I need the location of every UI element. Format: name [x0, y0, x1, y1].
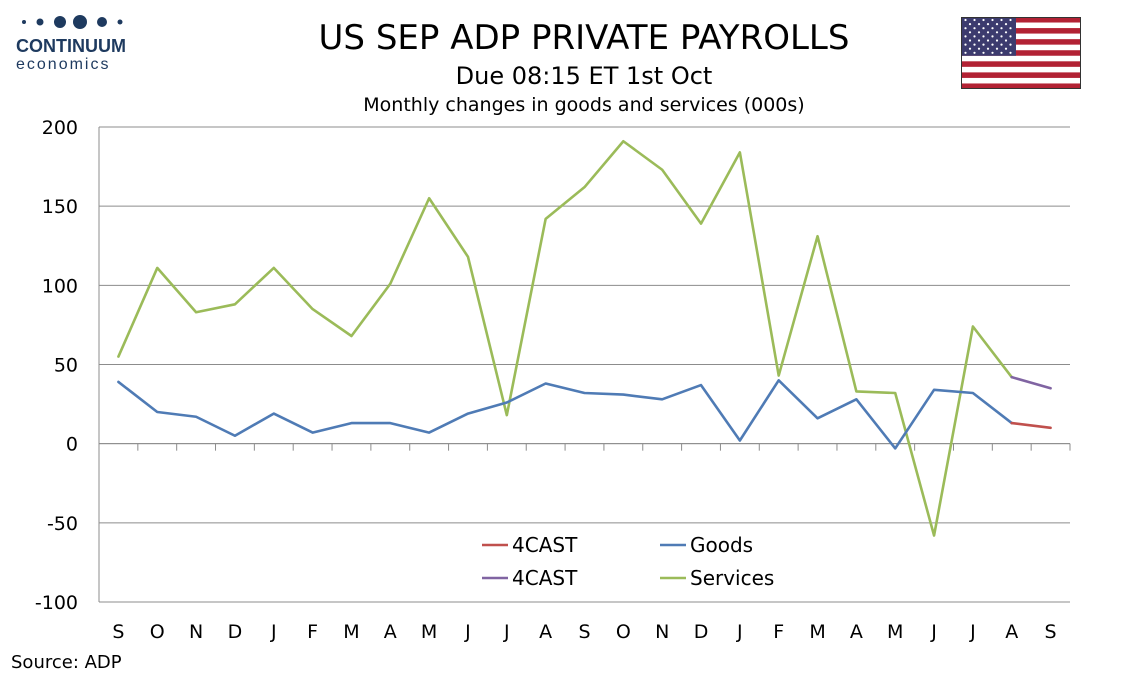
chart-title: US SEP ADP PRIVATE PAYROLLS: [318, 18, 850, 58]
legend-bg: [658, 558, 788, 588]
us-flag-icon: [961, 17, 1081, 89]
continuum-logo: CONTINUUM economics: [10, 12, 140, 74]
legend-label: 4CAST: [512, 566, 578, 590]
y-tick-label: 200: [42, 117, 78, 139]
legend-label: 4CAST: [512, 533, 578, 557]
y-tick-label: -100: [35, 592, 78, 614]
x-tick-label: J: [930, 621, 937, 643]
legend-bg: [658, 525, 788, 555]
x-tick-label: M: [343, 621, 359, 643]
x-tick-label: A: [384, 621, 397, 643]
x-tick-label: S: [112, 621, 124, 643]
x-tick-label: J: [503, 621, 510, 643]
x-tick-label: O: [616, 621, 631, 643]
y-tick-label: -50: [47, 513, 78, 535]
axes: -100 -50 0 50 100 150 200 S O N D J F M A M J J A S O N D J F M A M…: [35, 117, 1071, 643]
x-tick-label: M: [887, 621, 903, 643]
chart-subtitle: Due 08:15 ET 1st Oct: [455, 62, 713, 90]
series-line-services: [117, 139, 1014, 537]
y-tick-label: 0: [66, 434, 78, 456]
legend: 4CAST Goods 4CAST Services: [480, 525, 788, 590]
legend-label: Goods: [690, 533, 753, 557]
x-tick-label: D: [694, 621, 709, 643]
x-tick-label: S: [1045, 621, 1057, 643]
x-tick-label: A: [850, 621, 863, 643]
x-tick-label: N: [655, 621, 669, 643]
x-tick-label: F: [773, 621, 784, 643]
x-tick-label: M: [421, 621, 437, 643]
logo-sub: economics: [16, 56, 111, 73]
x-tick-label: A: [1005, 621, 1018, 643]
series-line-4cast: [1010, 375, 1052, 390]
logo-brand: CONTINUUM: [16, 36, 126, 56]
x-tick-label: J: [270, 621, 277, 643]
logo-dots-icon: [22, 15, 123, 29]
x-tick-label: J: [464, 621, 471, 643]
source-note: Source: ADP: [11, 652, 122, 673]
x-tick-label: O: [150, 621, 165, 643]
legend-label: Services: [690, 566, 774, 590]
legend-bg: [480, 558, 590, 588]
x-tick-label: J: [969, 621, 976, 643]
series-line-4cast: [1010, 421, 1052, 430]
legend-bg: [480, 525, 590, 555]
x-tick-label: F: [307, 621, 318, 643]
y-tick-label: 100: [42, 275, 78, 297]
x-tick-label: S: [578, 621, 590, 643]
chart-subtitle-2: Monthly changes in goods and services (0…: [363, 94, 805, 116]
y-tick-label: 150: [42, 196, 78, 218]
x-tick-label: N: [189, 621, 203, 643]
x-tick-label: D: [228, 621, 243, 643]
y-tick-label: 50: [54, 355, 78, 377]
series-lines: [117, 139, 1052, 537]
series-line-goods: [117, 379, 1014, 450]
x-tick-label: A: [539, 621, 552, 643]
x-tick-label: M: [809, 621, 825, 643]
x-tick-label: J: [736, 621, 743, 643]
